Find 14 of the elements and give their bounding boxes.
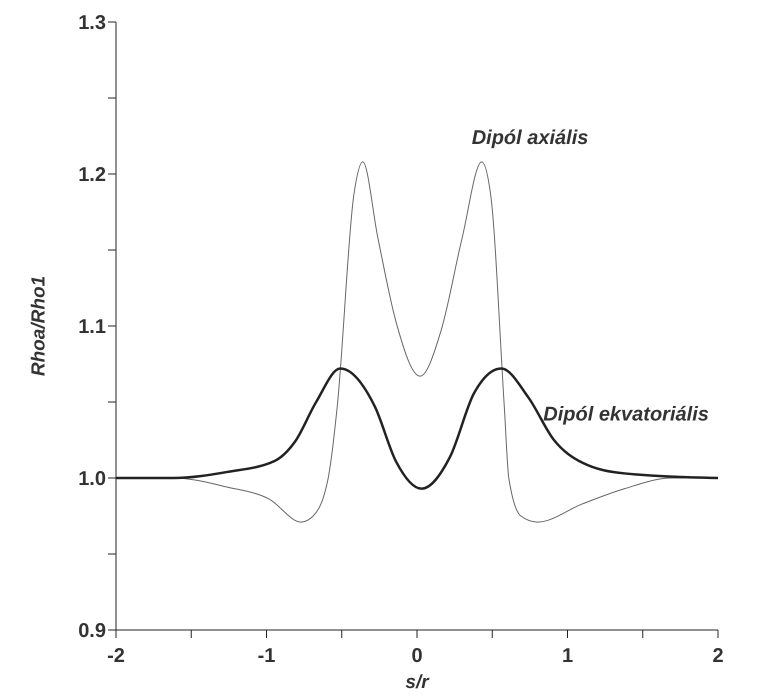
y-tick-label: 1.3 [78,12,106,34]
y-tick-label: 0.9 [78,620,106,642]
y-tick-label: 1.1 [78,316,106,338]
x-tick-label: -1 [258,645,276,667]
x-tick-label: 0 [411,645,423,667]
x-tick-label: 2 [712,645,724,667]
x-tick-label: 1 [562,645,574,667]
x-tick-label: -2 [107,645,125,667]
x-axis-title: s/r [405,672,430,693]
y-axis-title: Rhoa/Rho1 [28,276,50,376]
y-tick-label: 1.2 [78,164,106,186]
series-label: Dipól axiális [472,126,588,149]
series-label: Dipól ekvatoriális [543,404,709,426]
y-tick-label: 1.0 [78,468,106,490]
